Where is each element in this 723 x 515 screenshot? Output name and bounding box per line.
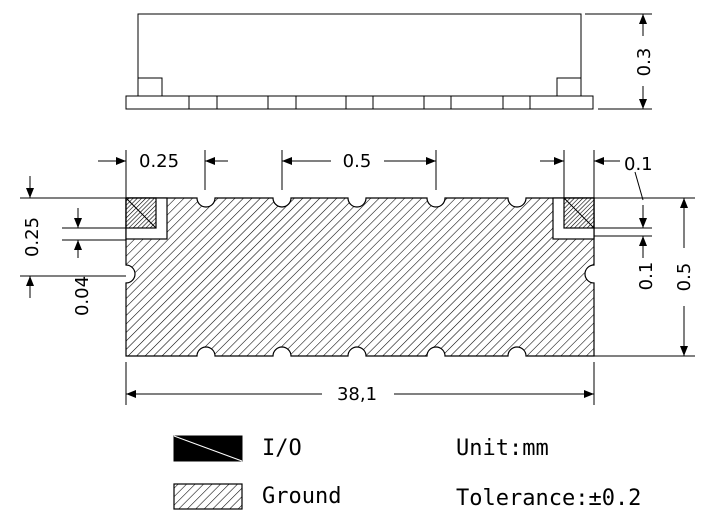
legend: I/O Ground Unit:mm Tolerance:±0.2	[173, 435, 641, 511]
ground-body	[125, 197, 595, 357]
label-right-gap: 0.1	[624, 154, 653, 175]
legend-unit: Unit:mm	[456, 436, 549, 461]
legend-tolerance: Tolerance:±0.2	[456, 486, 641, 511]
side-body	[137, 13, 582, 97]
side-view: 0.3	[125, 13, 655, 110]
legend-ground-label: Ground	[262, 484, 341, 509]
dim-side-height: 0.3	[585, 13, 655, 110]
label-left-small-gap: 0.04	[72, 276, 93, 316]
label-right-small-gap: 0.1	[636, 262, 657, 291]
label-side-height: 0.3	[634, 48, 655, 77]
label-left-pad-height: 0.25	[22, 217, 43, 257]
dim-right-gap: 0.1	[540, 150, 653, 201]
side-left-terminal	[137, 77, 163, 97]
legend-io-label: I/O	[262, 436, 302, 461]
dim-right-small-gap: 0.1	[594, 205, 657, 290]
top-view: 0.25 0.5 0.1	[20, 150, 695, 405]
dim-pitch: 0.5	[281, 150, 437, 190]
dim-pad-width: 0.25	[98, 150, 228, 198]
side-base	[125, 95, 594, 110]
label-body-height: 0.5	[674, 263, 695, 292]
side-base-segments	[188, 96, 531, 109]
dim-total-length: 38,1	[125, 362, 595, 405]
dim-left-pad-height: 0.25	[20, 176, 126, 298]
dim-body-height: 0.5	[594, 197, 695, 357]
ground-swatch	[173, 483, 243, 510]
label-pitch: 0.5	[343, 151, 372, 172]
label-pad-width: 0.25	[139, 151, 179, 172]
dim-left-small-gap: 0.04	[62, 208, 126, 316]
label-total-length: 38,1	[337, 384, 377, 405]
side-right-terminal	[556, 77, 582, 97]
